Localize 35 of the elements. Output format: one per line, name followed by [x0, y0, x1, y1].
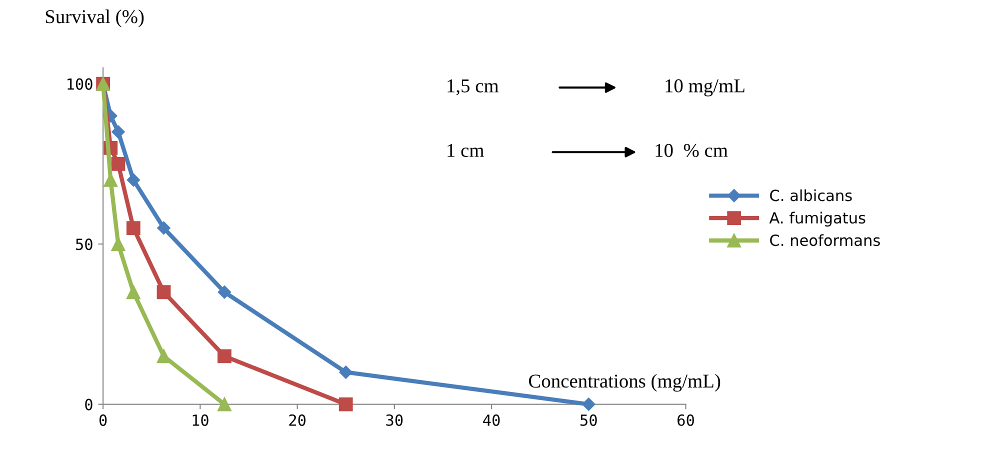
point: [339, 366, 352, 379]
annotation: 1,5 cm: [448, 79, 499, 96]
point: [338, 397, 353, 412]
x-tick-label: 50: [580, 414, 597, 426]
legend-label: A. fumigatus: [769, 212, 866, 227]
legend-label: C. albicans: [770, 189, 852, 202]
x-tick-label: 30: [386, 414, 403, 426]
point: [218, 349, 232, 364]
annotation: 1 cm: [448, 144, 484, 157]
legend-label: C. neoformans: [770, 234, 880, 246]
point: [104, 173, 118, 187]
y-tick-label: 0: [85, 398, 92, 410]
point: [111, 237, 126, 251]
x-tick-label: 20: [289, 414, 306, 426]
point: [111, 156, 126, 171]
x-tick-label: 0: [99, 414, 107, 426]
x-axis-title: Concentrations (mg/mL): [528, 374, 720, 392]
point: [126, 221, 140, 235]
point: [582, 398, 596, 411]
x-tick-label: 10: [192, 414, 208, 426]
point: [218, 397, 232, 412]
point: [157, 221, 170, 235]
point: [126, 173, 140, 187]
x-tick-label: 60: [678, 414, 694, 426]
annotation: 10 % cm: [656, 144, 728, 158]
point: [126, 285, 140, 300]
point: [156, 285, 171, 300]
x-tick-label: 40: [483, 414, 500, 426]
point: [156, 349, 171, 364]
annotation: 10 mg/mL: [666, 79, 744, 96]
point: [218, 286, 232, 299]
y-tick-label: 50: [76, 238, 92, 250]
y-axis-title: Survival (%): [46, 10, 144, 28]
y-tick-label: 100: [68, 78, 92, 90]
point: [112, 125, 125, 138]
